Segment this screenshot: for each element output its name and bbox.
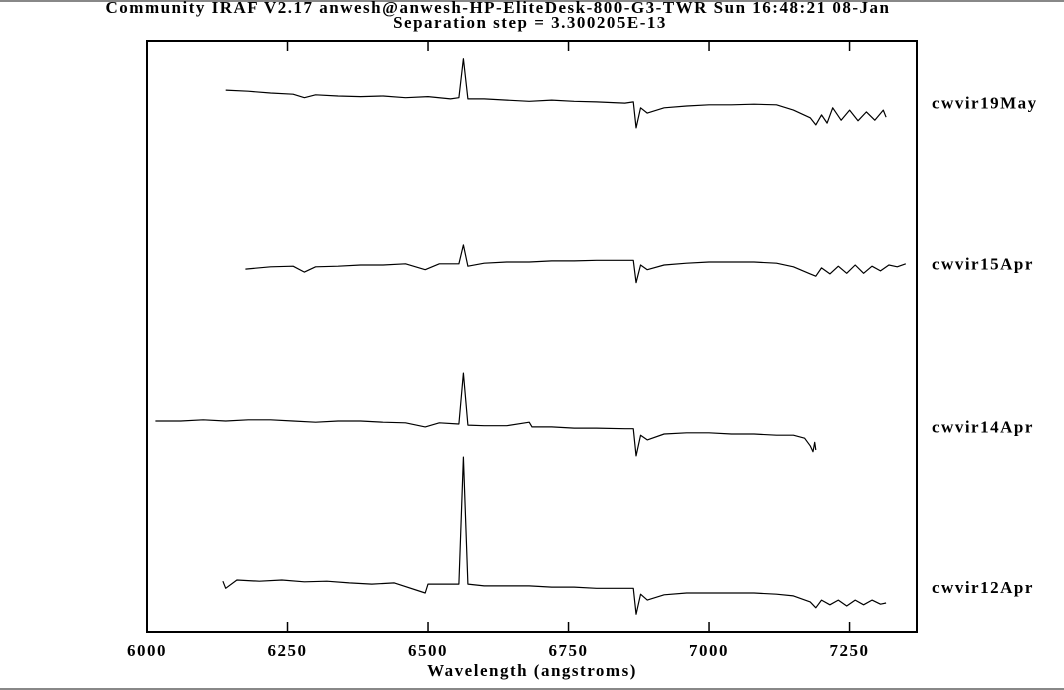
x-tick-label: 6250	[268, 641, 308, 660]
spectrum-line	[155, 372, 817, 457]
x-axis-label: Wavelength (angstroms)	[427, 661, 637, 680]
spectrum-line	[225, 58, 887, 129]
x-tick-label: 6750	[549, 641, 589, 660]
spectrum-label: cwvir15Apr	[932, 255, 1034, 274]
spectrum-label: cwvir19May	[932, 93, 1038, 112]
plot-frame	[146, 40, 918, 633]
plot-subtitle: Separation step = 3.300205E-13	[393, 13, 667, 32]
spectrum-label: cwvir12Apr	[932, 578, 1034, 597]
spectrum-line	[222, 456, 887, 615]
x-tick-label: 6000	[127, 641, 167, 660]
plot-title: Community IRAF V2.17 anwesh@anwesh-HP-El…	[106, 0, 891, 17]
x-tick-label: 7000	[689, 641, 729, 660]
spectrum-line	[245, 244, 906, 284]
spectrum-label: cwvir14Apr	[932, 417, 1034, 436]
x-tick-label: 7250	[830, 641, 870, 660]
x-tick-label: 6500	[408, 641, 448, 660]
